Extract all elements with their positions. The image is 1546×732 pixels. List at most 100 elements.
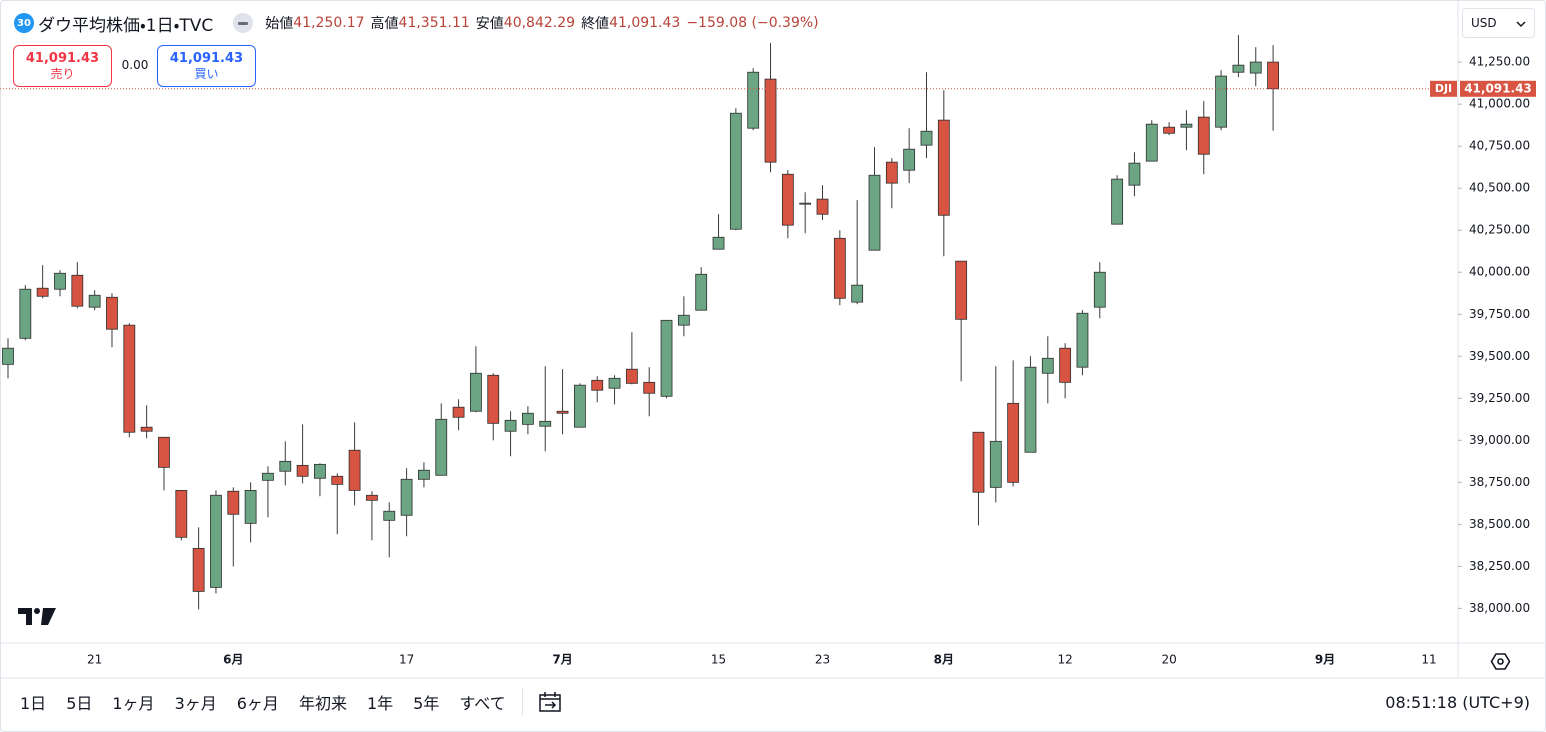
currency-select[interactable]: USD: [1462, 8, 1535, 38]
ohlc-label: 高値: [370, 16, 399, 32]
candle-body: [54, 272, 66, 290]
candle-body: [522, 412, 534, 425]
candles: [2, 35, 1279, 610]
candle-body: [106, 296, 118, 330]
chevron-icon: [1516, 21, 1526, 28]
candle-body: [1145, 123, 1158, 162]
candle-body: [504, 419, 517, 432]
candle-body: [2, 347, 14, 365]
candle-body: [1041, 357, 1054, 374]
candle-body: [937, 119, 950, 216]
last-price-tag-bg: [1460, 80, 1536, 97]
candle-body: [903, 148, 916, 171]
candle-body: [1197, 116, 1210, 155]
range-button[interactable]: 1日: [20, 694, 47, 713]
candle-body: [1059, 347, 1072, 383]
candle-body: [227, 490, 240, 515]
candle-body: [418, 469, 430, 480]
candle-body: [71, 274, 84, 307]
candle-body: [470, 372, 482, 412]
candle-body: [747, 71, 760, 129]
y-tick-label: 39,000.00: [1469, 433, 1530, 447]
candle-body: [1128, 162, 1141, 186]
candle-body: [643, 381, 656, 394]
range-button[interactable]: 5年: [413, 694, 440, 713]
legend-header: 30 ダウ平均株価・1日・TVC 始値 41,250.17 高値 41,351.11…: [14, 10, 825, 36]
candle-body: [19, 288, 32, 339]
collapse-button[interactable]: [233, 13, 254, 33]
candle-body: [781, 173, 794, 226]
candle-body: [1007, 402, 1020, 483]
tv-logo: [18, 608, 56, 625]
y-tick-label: 39,250.00: [1469, 391, 1530, 405]
candle-body: [764, 78, 777, 163]
candle-body: [366, 494, 378, 501]
x-tick-label: 23: [815, 653, 830, 667]
candle-body: [140, 426, 153, 432]
y-tick-label: 38,000.00: [1469, 601, 1530, 615]
y-tick-label: 40,500.00: [1469, 181, 1530, 195]
y-tick-label: 39,750.00: [1469, 307, 1530, 321]
symbol-badge: 30: [14, 13, 34, 33]
range-button[interactable]: 1ヶ月: [112, 694, 155, 713]
spread: 0.00: [121, 58, 149, 72]
separator: [521, 689, 523, 715]
sell-button[interactable]: 41,091.43 売り: [13, 45, 112, 87]
y-tick-label: 38,750.00: [1469, 475, 1530, 489]
candle-body: [88, 294, 101, 308]
clock[interactable]: 08:51:18 (UTC+9): [1385, 692, 1530, 712]
buy-label: 買い: [194, 66, 219, 81]
symbol-tag-bg: [1430, 80, 1457, 97]
candle-body: [123, 324, 136, 433]
range-button[interactable]: すべて: [459, 694, 506, 713]
candle-body: [175, 489, 188, 538]
x-tick-label: 17: [399, 653, 414, 667]
candle-body: [1076, 312, 1089, 368]
candle-body: [296, 464, 309, 477]
y-tick-label: 38,500.00: [1469, 517, 1530, 531]
candle-body: [262, 472, 274, 481]
symbol-title[interactable]: ダウ平均株価・1日・TVC: [38, 15, 214, 36]
candle-body: [1267, 61, 1279, 90]
candle-body: [1232, 64, 1245, 73]
range-button[interactable]: 3ヶ月: [174, 694, 217, 713]
candle-body: [920, 130, 933, 146]
candle-body: [851, 284, 864, 303]
candle-body: [868, 174, 881, 251]
candle-body: [729, 112, 742, 230]
candle-body: [36, 287, 49, 297]
ohlc-label: 始値: [265, 16, 294, 32]
x-tick-label: 7月: [552, 653, 572, 667]
settings-icon[interactable]: [1490, 653, 1511, 670]
candle-body: [799, 202, 812, 205]
range-button[interactable]: 1年: [366, 694, 394, 713]
y-tick-label: 40,250.00: [1469, 223, 1530, 237]
sell-label: 売り: [50, 66, 75, 81]
ohlc-label: 安値: [475, 16, 504, 32]
candle-body: [695, 273, 708, 311]
date-range-icon[interactable]: [537, 689, 563, 715]
candle-body: [955, 260, 968, 320]
candle-body: [1215, 75, 1227, 128]
candle-body: [1163, 126, 1176, 134]
candle-body: [400, 478, 413, 516]
x-tick-label: 21: [87, 653, 102, 667]
buy-button[interactable]: 41,091.43 買い: [157, 45, 256, 87]
range-button[interactable]: 6ヶ月: [236, 694, 279, 713]
candle-body: [885, 161, 898, 184]
candle-body: [210, 494, 222, 588]
range-button[interactable]: 年初来: [298, 694, 347, 713]
bottom-toolbar: 1日 5日 1ヶ月 3ヶ月 6ヶ月 年初来 1年 5年 すべて 08:51:18…: [0, 680, 1544, 724]
candle-body: [348, 449, 361, 491]
y-tick-label: 41,000.00: [1469, 97, 1530, 111]
candle-body: [158, 436, 170, 468]
candle-body: [625, 368, 638, 384]
range-button[interactable]: 5日: [66, 694, 93, 713]
candle-body: [192, 547, 205, 592]
candle-body: [608, 377, 621, 389]
candle-body: [314, 463, 326, 479]
x-tick-label: 12: [1057, 653, 1072, 667]
currency-label: USD: [1471, 16, 1497, 30]
candle-body: [435, 418, 448, 476]
